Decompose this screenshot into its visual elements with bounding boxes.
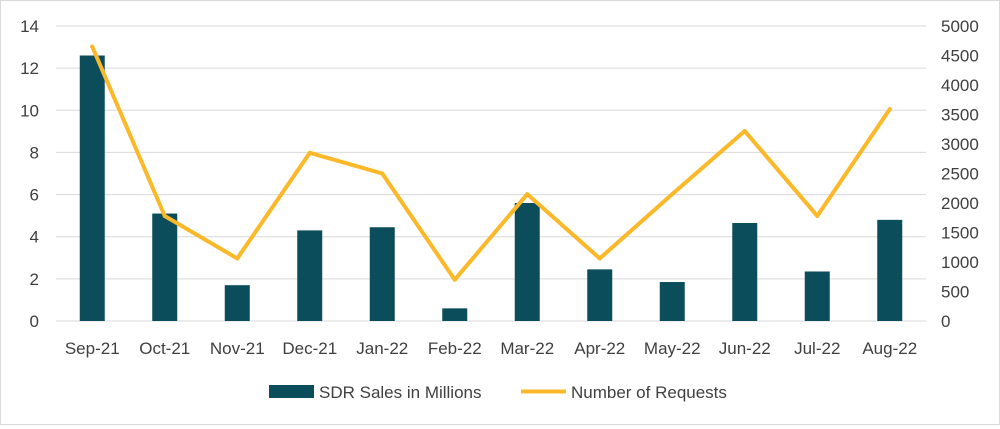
left-axis-tick-label: 14 (20, 17, 39, 36)
legend-label-number-of-requests: Number of Requests (571, 383, 727, 402)
x-axis-tick-label: Oct-21 (139, 339, 190, 358)
bar-may-22 (659, 282, 685, 321)
requests-point-aug-22 (887, 107, 892, 112)
right-axis-tick-label: 3500 (941, 106, 979, 125)
requests-line (90, 44, 892, 282)
bar-dec-21 (297, 230, 323, 321)
x-axis-ticks: Sep-21 Oct-21 Nov-21 Dec-21 Jan-22 Feb-22 Mar-… (65, 339, 917, 358)
bar-jan-22 (369, 227, 395, 321)
bar-apr-22 (587, 269, 613, 321)
x-axis-tick-label: Sep-21 (65, 339, 120, 358)
right-axis-tick-label: 0 (941, 312, 950, 331)
x-axis-tick-label: Jul-22 (794, 339, 840, 358)
bar-feb-22 (442, 308, 468, 321)
requests-point-nov-21 (235, 256, 240, 261)
legend-label-sdr-sales: SDR Sales in Millions (319, 383, 482, 402)
requests-point-feb-22 (452, 277, 457, 282)
requests-point-mar-22 (525, 192, 530, 197)
left-axis-tick-label: 2 (30, 270, 39, 289)
x-axis-tick-label: Mar-22 (500, 339, 554, 358)
right-axis-ticks: 0 500 1000 1500 2000 2500 3000 3500 4000 4500 5000 (941, 17, 979, 331)
left-axis-tick-label: 0 (30, 312, 39, 331)
bar-nov-21 (224, 285, 250, 321)
right-axis-tick-label: 1500 (941, 224, 979, 243)
x-axis-tick-label: Apr-22 (574, 339, 625, 358)
x-axis-tick-label: Jan-22 (356, 339, 408, 358)
gridlines (56, 25, 926, 322)
right-axis-tick-label: 500 (941, 283, 969, 302)
left-axis-tick-label: 12 (20, 59, 39, 78)
requests-point-jun-22 (742, 129, 747, 134)
bar-aug-22 (877, 219, 903, 321)
bar-mar-22 (514, 203, 540, 321)
x-axis-tick-label: May-22 (644, 339, 701, 358)
requests-point-jan-22 (380, 171, 385, 176)
legend: SDR Sales in Millions Number of Requests (269, 383, 727, 402)
x-axis-tick-label: Aug-22 (862, 339, 917, 358)
bar-jun-22 (732, 223, 758, 321)
left-axis-tick-label: 10 (20, 101, 39, 120)
right-axis-tick-label: 5000 (941, 17, 979, 36)
left-axis-tick-label: 6 (30, 186, 39, 205)
requests-point-may-22 (670, 192, 675, 197)
bar-oct-21 (152, 213, 178, 321)
line-series (90, 44, 892, 282)
left-axis-ticks: 0 2 4 6 8 10 12 14 (20, 17, 39, 331)
x-axis-tick-label: Nov-21 (210, 339, 265, 358)
bar-jul-22 (804, 271, 830, 321)
right-axis-tick-label: 4500 (941, 47, 979, 66)
right-axis-tick-label: 2500 (941, 165, 979, 184)
bar-sep-21 (79, 55, 105, 321)
right-axis-tick-label: 3000 (941, 135, 979, 154)
requests-point-dec-21 (307, 150, 312, 155)
bar-series (79, 55, 903, 321)
right-axis-tick-label: 2000 (941, 194, 979, 213)
legend-swatch-sdr-sales (269, 385, 314, 398)
right-axis-tick-label: 4000 (941, 76, 979, 95)
requests-point-jul-22 (815, 213, 820, 218)
requests-point-sep-21 (90, 44, 95, 49)
right-axis-tick-label: 1000 (941, 253, 979, 272)
x-axis-tick-label: Feb-22 (428, 339, 482, 358)
left-axis-tick-label: 4 (30, 228, 39, 247)
x-axis-tick-label: Dec-21 (282, 339, 337, 358)
left-axis-tick-label: 8 (30, 143, 39, 162)
x-axis-tick-label: Jun-22 (719, 339, 771, 358)
requests-point-apr-22 (597, 256, 602, 261)
requests-point-oct-21 (162, 213, 167, 218)
